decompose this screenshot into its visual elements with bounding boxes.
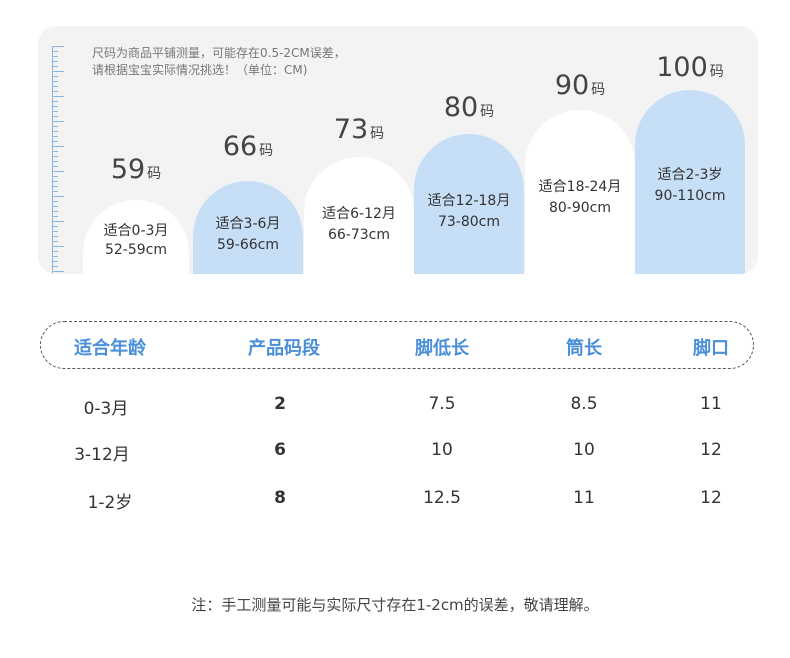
ruler-icon (52, 46, 66, 274)
cell-sole-length: 12.5 (423, 488, 461, 508)
cell-sole-length: 10 (431, 440, 453, 460)
size-arch: 适合18-24月 80-90cm (525, 110, 635, 274)
cell-tube-length: 11 (573, 488, 595, 508)
size-age: 适合3-6月 (215, 216, 281, 232)
cell-age: 0-3月 (83, 399, 129, 419)
cell-tube-length: 8.5 (570, 394, 598, 414)
size-age: 适合12-18月 (427, 193, 511, 209)
header-age: 适合年龄 (74, 338, 146, 359)
size-number: 100 (656, 52, 708, 83)
size-number: 66 (222, 131, 258, 162)
size-age: 适合18-24月 (538, 179, 622, 195)
cell-size-code: 2 (274, 394, 286, 414)
size-age: 适合0-3月 (103, 223, 169, 239)
cell-age: 1-2岁 (87, 493, 133, 513)
size-arch: 适合2-3岁 90-110cm (635, 90, 745, 274)
size-range: 73-80cm (437, 214, 500, 230)
footer-note: 注：手工测量可能与实际尺寸存在1-2cm的误差，敬请理解。 (191, 596, 599, 614)
size-unit: 码 (147, 166, 162, 182)
size-unit: 码 (370, 126, 385, 142)
size-chart-panel: 尺码为商品平铺测量，可能存在0.5-2CM误差， 请根据宝宝实际情况挑选！（单位… (38, 26, 758, 274)
size-100: 100 码 适合2-3岁 90-110cm (635, 52, 745, 274)
cell-size-code: 8 (274, 488, 286, 508)
note-line-2: 请根据宝宝实际情况挑选！（单位：CM) (92, 63, 308, 77)
cell-cuff: 11 (700, 394, 722, 414)
size-number: 73 (333, 114, 369, 145)
cell-tube-length: 10 (573, 440, 595, 460)
size-unit: 码 (480, 104, 495, 120)
size-age: 适合2-3岁 (657, 167, 723, 183)
size-59: 59 码 适合0-3月 52-59cm (83, 154, 189, 274)
size-range: 66-73cm (327, 227, 390, 243)
header-cuff: 脚口 (693, 338, 729, 359)
cell-age: 3-12月 (74, 445, 130, 465)
size-unit: 码 (259, 143, 274, 159)
size-range: 52-59cm (104, 242, 167, 258)
header-sole-length: 脚低长 (415, 338, 469, 359)
size-unit: 码 (709, 64, 724, 80)
size-66: 66 码 适合3-6月 59-66cm (193, 131, 303, 274)
size-73: 73 码 适合6-12月 66-73cm (304, 114, 414, 274)
size-range: 80-90cm (548, 200, 611, 216)
cell-sole-length: 7.5 (428, 394, 456, 414)
size-90: 90 码 适合18-24月 80-90cm (525, 70, 635, 274)
table-header-bar (40, 321, 754, 369)
size-range: 59-66cm (216, 237, 279, 253)
size-number: 90 (554, 70, 590, 101)
size-age: 适合6-12月 (322, 206, 396, 222)
size-80: 80 码 适合12-18月 73-80cm (414, 92, 524, 274)
size-number: 80 (443, 92, 479, 123)
size-number: 59 (110, 154, 146, 185)
cell-size-code: 6 (274, 440, 286, 460)
measurement-note: 尺码为商品平铺测量，可能存在0.5-2CM误差， 请根据宝宝实际情况挑选！（单位… (92, 45, 346, 79)
cell-cuff: 12 (700, 440, 722, 460)
size-arch: 适合12-18月 73-80cm (414, 134, 524, 274)
size-arch: 适合3-6月 59-66cm (193, 181, 303, 274)
header-size-code: 产品码段 (248, 338, 320, 359)
note-line-1: 尺码为商品平铺测量，可能存在0.5-2CM误差， (92, 46, 346, 60)
size-arch: 适合6-12月 66-73cm (304, 157, 414, 274)
size-arch: 适合0-3月 52-59cm (83, 200, 189, 274)
cell-cuff: 12 (700, 488, 722, 508)
header-tube-length: 筒长 (566, 338, 602, 359)
size-unit: 码 (591, 82, 606, 98)
size-range: 90-110cm (654, 188, 726, 204)
